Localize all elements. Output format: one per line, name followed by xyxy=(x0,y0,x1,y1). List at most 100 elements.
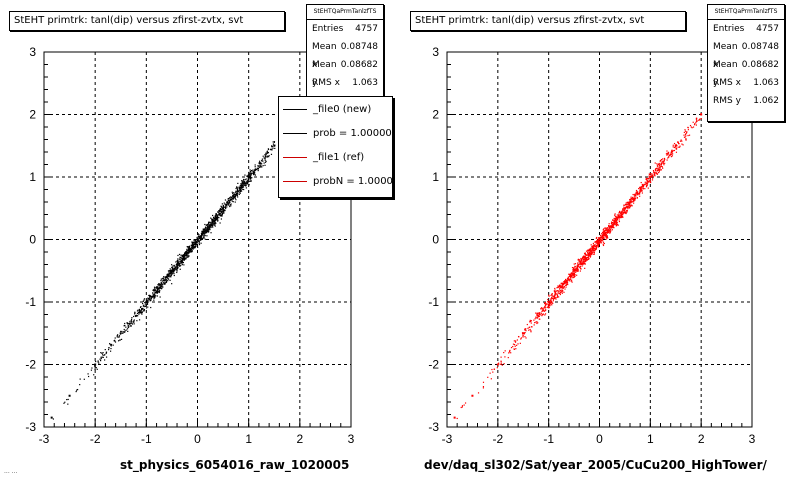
right-scatter-point xyxy=(531,326,533,328)
right-scatter-point xyxy=(608,228,610,230)
left-scatter-point xyxy=(247,181,249,184)
left-stats-row: Entries 4757 xyxy=(312,24,378,34)
right-scatter-point xyxy=(550,294,552,297)
left-scatter-point xyxy=(235,194,237,196)
left-scatter-point xyxy=(201,238,203,240)
left-scatter-point xyxy=(235,187,237,190)
right-scatter-point xyxy=(551,294,553,296)
right-scatter-point xyxy=(626,204,628,206)
left-scatter-point xyxy=(214,218,217,220)
right-scatter-point xyxy=(586,259,588,261)
right-scatter-point xyxy=(613,221,615,223)
left-scatter-point xyxy=(244,174,246,176)
right-scatter-point xyxy=(544,306,546,308)
left-scatter-point xyxy=(116,336,118,338)
right-scatter-point xyxy=(626,201,628,203)
right-scatter-point xyxy=(616,223,618,225)
left-scatter-point xyxy=(227,197,230,200)
right-scatter-point xyxy=(577,262,579,264)
right-scatter-point xyxy=(600,239,602,241)
right-scatter-point xyxy=(610,227,612,229)
left-scatter-point xyxy=(235,191,237,193)
right-scatter-point xyxy=(632,196,634,199)
right-scatter-point xyxy=(612,226,614,229)
left-scatter-point xyxy=(264,159,266,161)
right-scatter-point xyxy=(570,272,572,274)
right-scatter-point xyxy=(611,222,613,224)
right-x-tick-label: -1 xyxy=(543,432,554,446)
left-scatter-point xyxy=(209,228,211,231)
right-scatter-point xyxy=(627,208,629,210)
left-scatter-point xyxy=(214,219,216,221)
right-scatter-point xyxy=(538,315,540,318)
left-scatter-point xyxy=(233,193,235,196)
left-scatter-point xyxy=(154,287,156,289)
right-scatter-point xyxy=(648,178,650,180)
left-scatter-point xyxy=(192,245,194,248)
left-scatter-point xyxy=(258,162,260,165)
right-scatter-point xyxy=(657,168,660,170)
right-x-tick-label: 0 xyxy=(596,432,603,446)
left-scatter-point xyxy=(154,289,156,291)
right-scatter-point xyxy=(648,181,650,183)
left-scatter-point xyxy=(182,259,184,261)
left-scatter-point xyxy=(90,369,93,371)
left-scatter-point xyxy=(229,205,231,208)
left-scatter-point xyxy=(273,141,276,143)
right-scatter-point xyxy=(580,257,582,260)
right-scatter-point xyxy=(669,154,671,156)
right-stats-row: Mean x 0.08748 xyxy=(713,42,779,70)
right-scatter-point xyxy=(530,331,532,333)
left-scatter-point xyxy=(267,148,270,151)
left-scatter-point xyxy=(103,354,105,356)
left-scatter-point xyxy=(149,296,151,298)
right-scatter-point xyxy=(599,234,602,237)
left-scatter-point xyxy=(232,194,234,197)
right-scatter-point xyxy=(568,273,570,275)
right-scatter-point xyxy=(672,146,674,148)
left-scatter-point xyxy=(187,254,189,256)
right-scatter-point xyxy=(659,164,661,166)
right-scatter-point xyxy=(569,275,571,277)
left-scatter-point xyxy=(182,256,185,259)
right-scatter-point xyxy=(636,191,639,194)
right-scatter-point xyxy=(541,315,543,317)
left-scatter-point xyxy=(193,246,195,248)
right-scatter-point xyxy=(653,171,655,173)
left-scatter-point xyxy=(154,296,156,299)
left-scatter-point xyxy=(210,222,212,225)
left-scatter-point xyxy=(157,284,159,286)
right-scatter-point xyxy=(524,336,526,338)
left-scatter-point xyxy=(190,250,193,253)
left-scatter-point xyxy=(187,251,189,253)
right-scatter-point xyxy=(460,406,462,409)
right-scatter-point xyxy=(662,161,664,163)
left-scatter-point xyxy=(194,246,196,248)
left-scatter-point xyxy=(124,322,126,325)
right-scatter-point xyxy=(552,300,554,302)
left-scatter-point xyxy=(146,300,148,302)
right-scatter-point xyxy=(584,259,586,261)
right-scatter-point xyxy=(586,258,588,260)
left-scatter-point xyxy=(244,182,246,184)
left-scatter-point xyxy=(156,289,159,291)
right-scatter-point xyxy=(537,312,539,314)
right-scatter-point xyxy=(675,147,677,149)
right-scatter-point xyxy=(606,231,608,233)
right-scatter-point xyxy=(622,216,624,218)
right-scatter-point xyxy=(584,254,587,256)
right-scatter-point xyxy=(607,237,609,239)
right-scatter-point xyxy=(665,153,668,155)
right-scatter-point xyxy=(545,309,547,311)
right-y-tick-label: -3 xyxy=(428,420,439,434)
right-scatter-point xyxy=(584,255,586,258)
right-scatter-point xyxy=(632,193,634,196)
right-scatter-point xyxy=(693,124,696,126)
left-scatter-point xyxy=(156,290,159,292)
left-scatter-point xyxy=(134,313,136,315)
left-scatter-point xyxy=(77,388,79,391)
left-scatter-point xyxy=(183,256,185,258)
right-scatter-point xyxy=(614,220,616,222)
left-scatter-point xyxy=(262,160,264,162)
left-scatter-point xyxy=(157,287,159,289)
